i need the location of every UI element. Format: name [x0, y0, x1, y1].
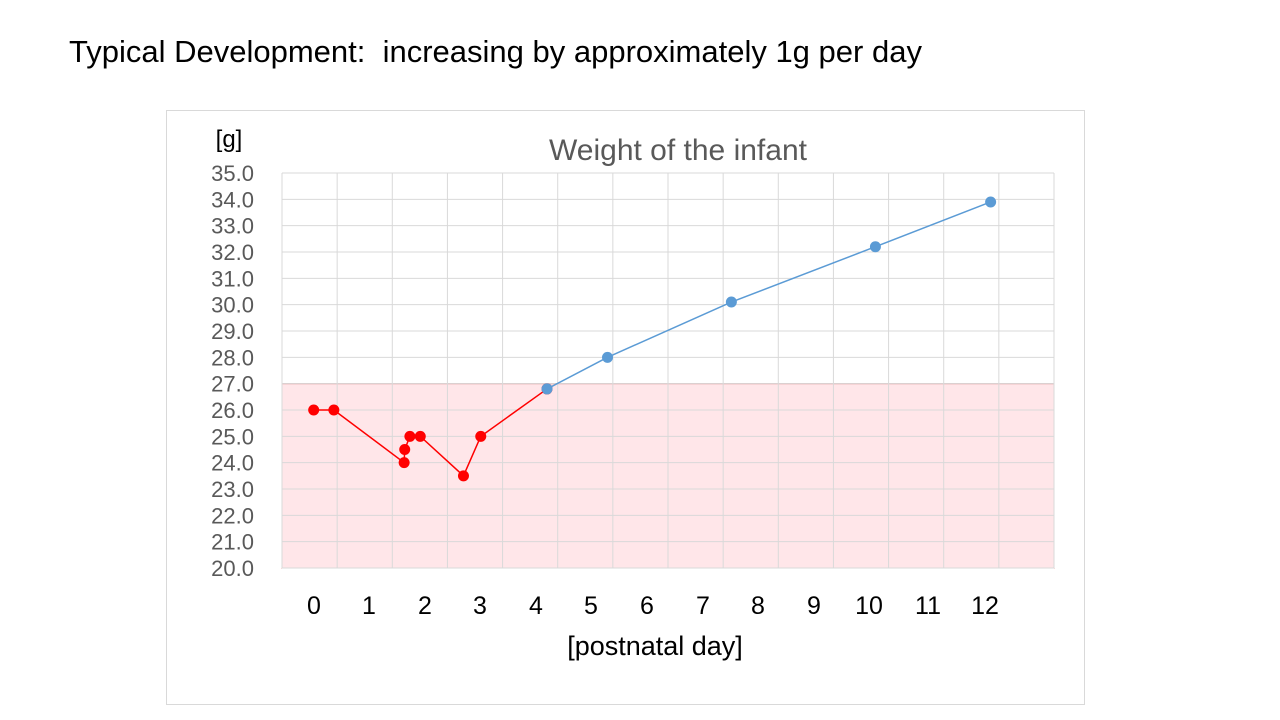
y-tick-label: 25.0 — [211, 424, 254, 449]
y-tick-label: 33.0 — [211, 214, 254, 239]
y-tick-label: 21.0 — [211, 530, 254, 555]
y-tick-labels: 20.021.022.023.024.025.026.027.028.029.0… — [211, 161, 254, 581]
y-axis-unit: [g] — [216, 126, 243, 153]
x-tick-label: 6 — [640, 592, 654, 620]
x-tick-label: 4 — [529, 592, 543, 620]
data-point — [398, 457, 410, 469]
slide-heading: Typical Development: increasing by appro… — [69, 34, 922, 69]
y-tick-label: 27.0 — [211, 372, 254, 397]
x-tick-label: 2 — [418, 592, 432, 620]
data-point — [328, 404, 340, 416]
x-tick-label: 7 — [696, 592, 710, 620]
y-tick-label: 23.0 — [211, 477, 254, 502]
data-point — [475, 430, 487, 442]
data-point — [457, 470, 469, 482]
x-tick-label: 1 — [362, 592, 376, 620]
y-tick-label: 22.0 — [211, 503, 254, 528]
y-tick-label: 28.0 — [211, 345, 254, 370]
data-point — [541, 383, 553, 395]
x-tick-label: 11 — [915, 592, 941, 620]
x-tick-label: 3 — [473, 592, 487, 620]
series-line — [546, 201, 991, 390]
data-point — [985, 196, 997, 208]
y-tick-label: 32.0 — [211, 240, 254, 265]
y-tick-label: 24.0 — [211, 451, 254, 476]
y-tick-label: 26.0 — [211, 398, 254, 423]
data-point — [404, 430, 416, 442]
y-tick-label: 20.0 — [211, 556, 254, 581]
y-tick-label: 35.0 — [211, 161, 254, 186]
x-tick-label: 5 — [584, 592, 598, 620]
x-tick-label: 9 — [807, 592, 821, 620]
x-tick-label: 8 — [751, 592, 765, 620]
data-point — [399, 444, 411, 455]
data-point — [725, 296, 737, 308]
chart-title: Weight of the infant — [549, 134, 808, 167]
y-tick-label: 34.0 — [211, 187, 254, 212]
x-axis-label: [postnatal day] — [567, 631, 743, 661]
y-tick-label: 29.0 — [211, 319, 254, 344]
y-tick-label: 30.0 — [211, 293, 254, 318]
data-point — [308, 404, 320, 416]
y-tick-label: 31.0 — [211, 266, 254, 291]
x-tick-label: 0 — [307, 592, 321, 620]
data-point — [869, 241, 881, 253]
data-point — [414, 430, 426, 442]
series-layer — [308, 196, 997, 482]
x-tick-labels: 0 1 2 3 4 5 6 7 8 9 10 11 12 — [307, 592, 999, 620]
x-tick-label: 12 — [971, 592, 999, 620]
data-point — [602, 351, 614, 363]
x-tick-label: 10 — [855, 592, 883, 620]
